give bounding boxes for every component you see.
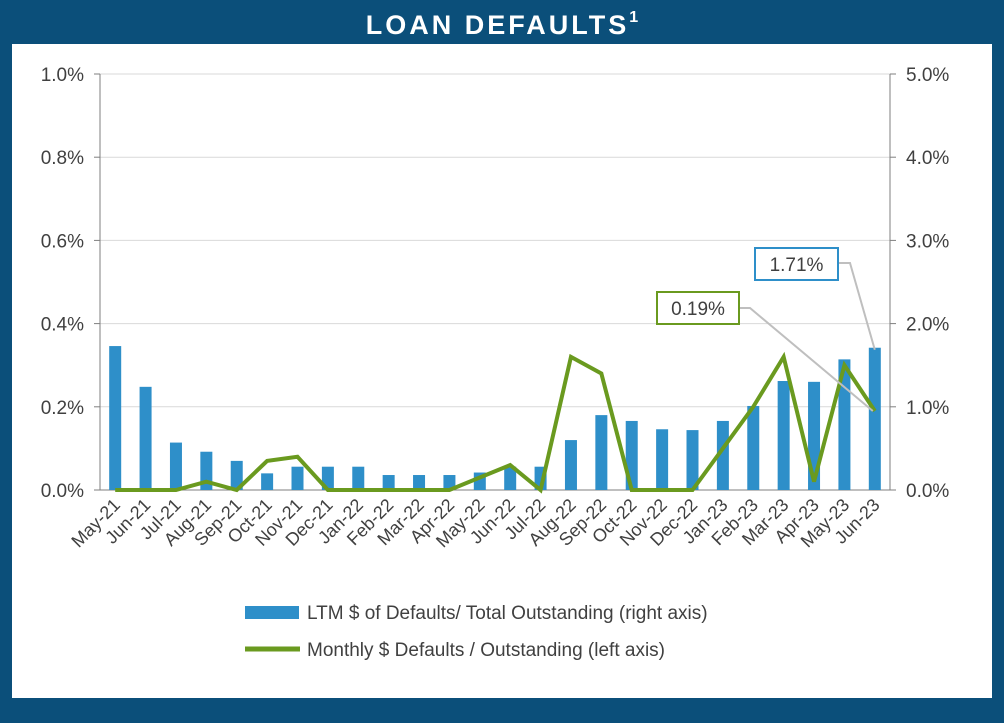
bar: [656, 429, 669, 490]
line-series: [115, 351, 877, 494]
bar-callout-label: 1.71%: [770, 255, 824, 276]
title-text: LOAN DEFAULTS: [365, 10, 630, 40]
bar: [443, 475, 456, 490]
title-footnote-marker: 1: [629, 9, 639, 26]
right-axis-tick-label: 2.0%: [906, 315, 949, 336]
bar-callout-box: [754, 247, 839, 281]
bar: [139, 386, 152, 490]
bar: [413, 475, 426, 490]
left-axis-tick-label: 1.0%: [41, 65, 84, 86]
bar: [686, 430, 699, 490]
line-callout-label: 0.19%: [671, 299, 725, 320]
line-callout-box: [656, 291, 740, 325]
bar: [716, 420, 729, 490]
bar: [747, 405, 760, 490]
bar: [230, 460, 243, 490]
legend-bar-swatch: [245, 606, 299, 619]
right-axis-tick-label: 3.0%: [906, 231, 949, 252]
bar: [169, 442, 182, 490]
bar: [595, 415, 608, 490]
bar: [564, 440, 577, 490]
bar-callout-leader: [838, 262, 876, 351]
line-callout-leader: [738, 307, 874, 412]
bar: [838, 359, 851, 490]
bar: [261, 473, 274, 490]
bar: [382, 475, 395, 490]
bar: [777, 381, 790, 490]
bar: [504, 466, 517, 490]
legend-bar-label: LTM $ of Defaults/ Total Outstanding (ri…: [307, 603, 708, 624]
left-axis-tick-label: 0.4%: [41, 315, 84, 336]
left-axis-tick-label: 0.6%: [41, 231, 84, 252]
bar: [868, 347, 881, 490]
bar: [291, 466, 304, 490]
right-axis-tick-label: 1.0%: [906, 398, 949, 419]
loan-defaults-chart: 0.0% 0.0% 0.2% 1.0% 0.4% 2.0% 0.6% 3.0% 0.8% 4.0%…: [41, 65, 950, 661]
chart-panel: 0.0% 0.0% 0.2% 1.0% 0.4% 2.0% 0.6% 3.0% 0.8% 4.0%…: [12, 44, 992, 698]
legend-line-label: Monthly $ Defaults / Outstanding (left a…: [307, 640, 665, 661]
left-axis-tick-label: 0.2%: [41, 398, 84, 419]
bar: [352, 466, 365, 490]
left-axis-tick-label: 0.0%: [41, 481, 84, 502]
right-axis-tick-label: 4.0%: [906, 148, 949, 169]
chart-title: LOAN DEFAULTS1: [0, 0, 1004, 44]
left-axis-tick-label: 0.8%: [41, 148, 84, 169]
right-axis-tick-label: 0.0%: [906, 481, 949, 502]
right-axis-tick-label: 5.0%: [906, 65, 949, 86]
bar: [109, 346, 122, 490]
